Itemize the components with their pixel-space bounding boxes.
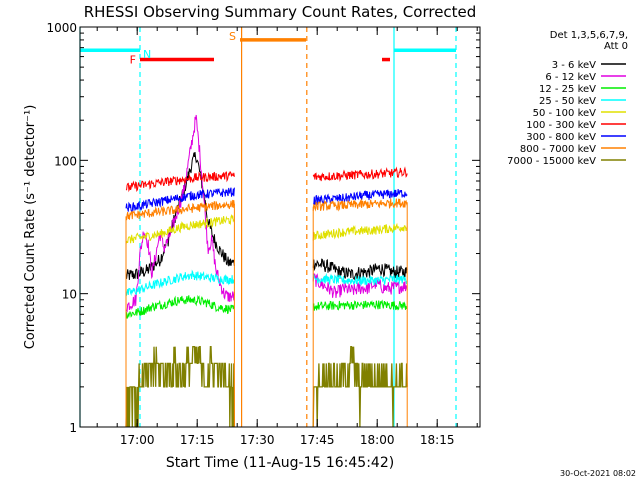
annotation-label: N — [143, 48, 151, 61]
series-line — [312, 273, 408, 299]
series-line — [125, 346, 236, 428]
legend-entry-label: 7000 - 15000 keV — [507, 156, 596, 167]
legend-entry-label: 6 - 12 keV — [545, 72, 596, 83]
axis-layer: 17:00 17:15 17:30 17:45 18:00 18:15 1 10 100 1000 — [46, 21, 480, 447]
y-tick-label: 100 — [54, 154, 77, 168]
plot-frame — [79, 26, 481, 428]
series-line — [312, 272, 408, 287]
chart-title: RHESSI Observing Summary Count Rates, Co… — [84, 3, 477, 21]
y-tick-label: 10 — [62, 288, 77, 302]
series-line — [312, 198, 408, 212]
x-tick-label: 17:30 — [240, 433, 275, 447]
series-line — [125, 213, 235, 245]
legend-header: Att 0 — [604, 41, 628, 52]
series-line — [125, 269, 235, 297]
series-line — [125, 171, 235, 193]
annotation-label: F — [130, 54, 136, 67]
legend-entry-label: 800 - 7000 keV — [520, 144, 596, 155]
y-tick-label: 1 — [69, 421, 77, 435]
series-line — [125, 199, 235, 221]
legend-entry-label: 3 - 6 keV — [552, 60, 596, 71]
x-axis-label: Start Time (11-Aug-15 16:45:42) — [166, 455, 394, 471]
x-tick-label: 18:15 — [420, 433, 455, 447]
footer-timestamp: 30-Oct-2021 08:02 — [560, 469, 636, 478]
series-line — [312, 222, 408, 241]
legend-entry-label: 12 - 25 keV — [539, 84, 596, 95]
x-tick-label: 17:15 — [180, 433, 215, 447]
y-tick-label: 1000 — [46, 21, 77, 35]
y-axis-label: Corrected Count Rate (s⁻¹ detector⁻¹) — [23, 105, 38, 350]
series-line — [312, 258, 408, 281]
x-tick-label: 18:00 — [360, 433, 395, 447]
x-tick-label: 17:00 — [120, 433, 155, 447]
series-line — [313, 189, 408, 206]
series-line — [313, 299, 408, 311]
series-line — [125, 294, 235, 319]
legend-entry-label: 300 - 800 keV — [526, 132, 596, 143]
legend-header: Det 1,3,5,6,7,9, — [550, 30, 628, 41]
series-line — [312, 166, 408, 182]
series-layer — [79, 27, 457, 428]
series-line — [312, 346, 408, 428]
annotation-layer: F S N — [80, 30, 456, 67]
legend-entry-label: 25 - 50 keV — [539, 96, 596, 107]
legend-entry-label: 100 - 300 keV — [526, 120, 596, 131]
series-line — [125, 187, 235, 213]
legend-entry-label: 50 - 100 keV — [533, 108, 597, 119]
x-tick-label: 17:45 — [300, 433, 335, 447]
annotation-label: S — [229, 30, 236, 43]
